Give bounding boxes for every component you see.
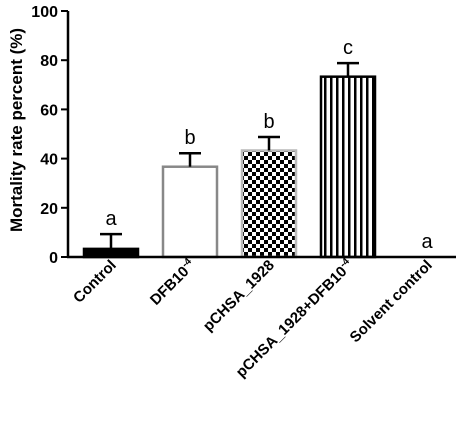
category-label-2: pCHSA_1928 <box>200 257 278 335</box>
error-bar-2 <box>258 135 280 151</box>
category-label-0: Control <box>70 257 120 307</box>
significance-label-1: b <box>184 127 195 149</box>
significance-label-4: a <box>421 231 433 253</box>
bar-3 <box>319 75 377 259</box>
y-axis-label: Mortality rate percent (%) <box>7 28 26 232</box>
error-bar-3 <box>337 61 359 77</box>
error-bar-1 <box>179 151 201 167</box>
bar-2 <box>240 149 298 259</box>
error-bar-0 <box>100 232 122 249</box>
significance-label-3: c <box>343 37 353 59</box>
category-label-1: DFB10-4 <box>146 256 199 309</box>
category-label-4: Solvent control <box>347 257 436 346</box>
significance-label-2: b <box>263 111 274 133</box>
bar-1 <box>161 165 219 259</box>
y-tick-label-4: 80 <box>40 53 58 70</box>
category-labels: Control DFB10-4 pCHSA_1928pCHSA_1928+DFB10… <box>70 256 436 381</box>
y-tick-label-5: 100 <box>31 4 58 21</box>
significance-labels: a b b c a <box>105 37 433 253</box>
y-tick-label-2: 40 <box>40 152 58 169</box>
y-axis-ticks: 0 20 40 60 80 100 <box>31 4 68 267</box>
error-bars <box>100 61 359 249</box>
y-tick-label-0: 0 <box>49 250 58 267</box>
y-tick-label-3: 60 <box>40 102 58 119</box>
significance-label-0: a <box>105 208 117 230</box>
y-tick-label-1: 20 <box>40 201 58 218</box>
bars <box>82 75 377 259</box>
